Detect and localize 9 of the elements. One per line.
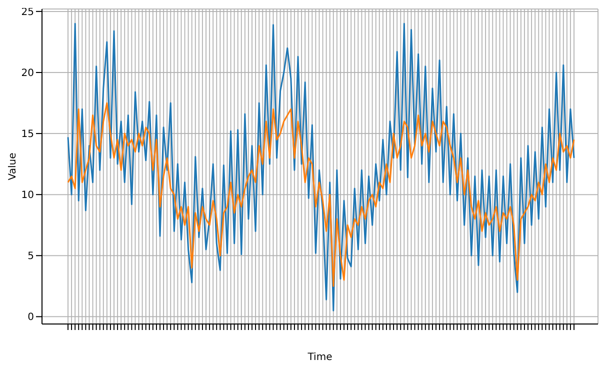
y-axis-title: Value (8, 152, 19, 180)
y-tick-label: 15 (21, 129, 34, 140)
line-series (67, 102, 575, 287)
y-tick-label: 10 (21, 190, 34, 202)
line-series (67, 22, 575, 312)
x-axis-title: Time (306, 352, 332, 363)
y-tick-label: 0 (28, 312, 34, 324)
y-tick-label: 5 (28, 251, 34, 262)
y-tick-label: 20 (21, 68, 34, 80)
